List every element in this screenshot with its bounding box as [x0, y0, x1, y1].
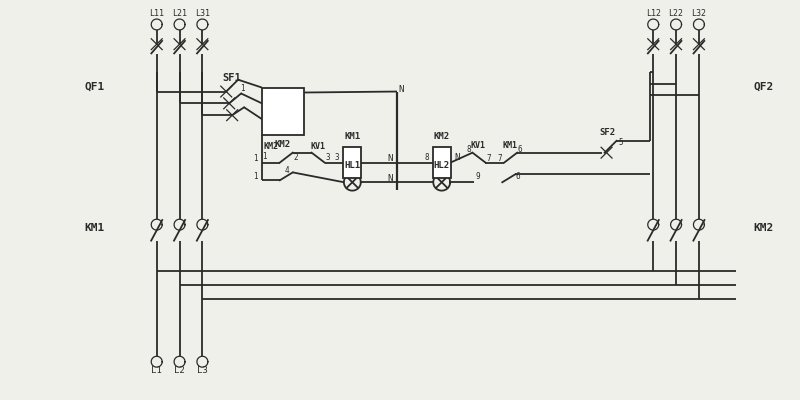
Text: 7: 7 — [486, 154, 490, 163]
Bar — [262, 88, 304, 135]
Text: HL2: HL2 — [434, 162, 450, 170]
Text: 4: 4 — [285, 166, 289, 175]
Text: 2: 2 — [294, 153, 298, 162]
Text: L31: L31 — [195, 9, 210, 18]
Text: 1: 1 — [240, 84, 245, 93]
Text: 6: 6 — [516, 172, 521, 181]
Text: KV1: KV1 — [471, 141, 486, 150]
Text: KM2: KM2 — [263, 142, 278, 151]
Text: L1: L1 — [151, 366, 162, 375]
Text: KM1: KM1 — [344, 132, 360, 141]
Text: N: N — [388, 174, 393, 183]
Text: 1: 1 — [262, 152, 266, 161]
Text: L2: L2 — [174, 366, 185, 375]
Bar — [433, 147, 450, 178]
Text: 9: 9 — [475, 172, 480, 181]
Text: KM2: KM2 — [754, 223, 774, 233]
Text: L12: L12 — [646, 9, 661, 18]
Text: KM1: KM1 — [502, 141, 518, 150]
Text: 3: 3 — [334, 153, 339, 162]
Text: N: N — [454, 153, 460, 162]
Text: KM2: KM2 — [434, 132, 450, 141]
Text: 6: 6 — [518, 145, 522, 154]
Text: KM1: KM1 — [85, 223, 105, 233]
Text: 8: 8 — [424, 153, 429, 162]
Text: 8: 8 — [466, 145, 471, 154]
Text: 3: 3 — [325, 153, 330, 162]
Text: 7: 7 — [498, 154, 502, 163]
Text: L22: L22 — [669, 9, 683, 18]
Text: L32: L32 — [691, 9, 706, 18]
Text: 1: 1 — [254, 172, 258, 181]
Text: 5: 5 — [618, 138, 622, 147]
Text: HL1: HL1 — [344, 162, 360, 170]
Text: QF2: QF2 — [754, 82, 774, 92]
Text: N: N — [388, 154, 393, 163]
Text: QF1: QF1 — [85, 82, 105, 92]
Text: SF2: SF2 — [599, 128, 616, 138]
Text: KV1: KV1 — [310, 142, 325, 151]
Text: L11: L11 — [150, 9, 164, 18]
Text: N: N — [398, 85, 404, 94]
Bar — [343, 147, 362, 178]
Text: SF1: SF1 — [222, 73, 241, 83]
Text: 1: 1 — [254, 154, 258, 163]
Text: KM2: KM2 — [274, 140, 291, 149]
Text: L3: L3 — [197, 366, 208, 375]
Text: L21: L21 — [172, 9, 187, 18]
